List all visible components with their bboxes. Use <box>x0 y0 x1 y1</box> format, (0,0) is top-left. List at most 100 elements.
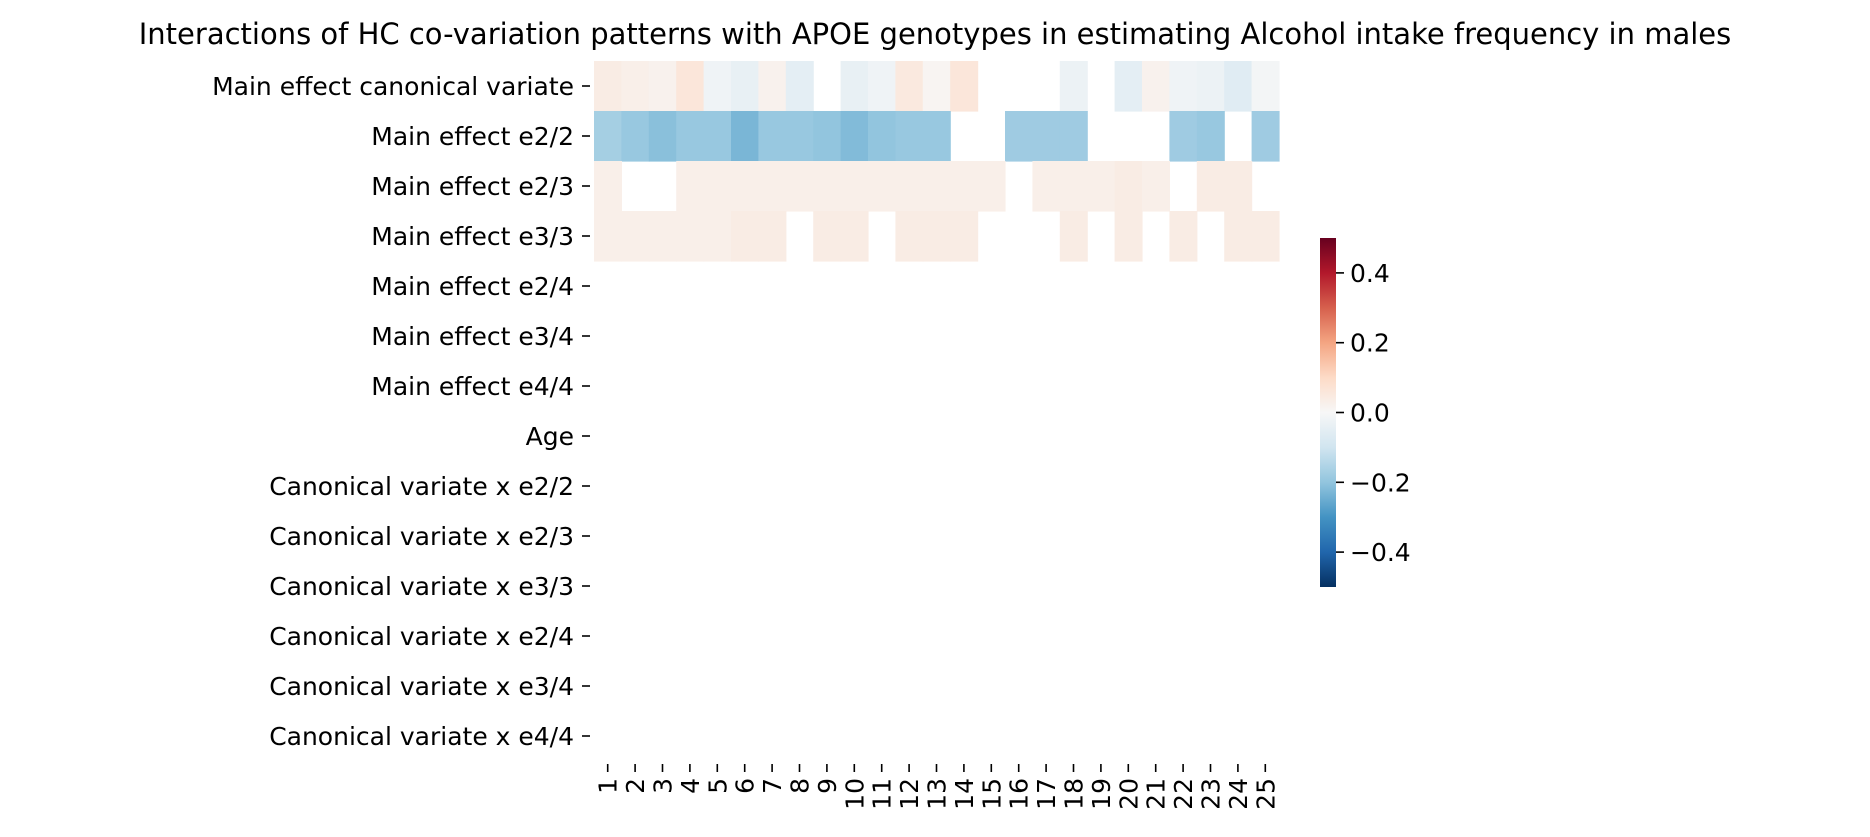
heatmap-cell <box>1251 111 1280 162</box>
heatmap-cell <box>594 111 622 162</box>
colorbar-tick-label: −0.2 <box>1350 468 1411 497</box>
column-label: 14 <box>950 778 979 810</box>
column-label: 10 <box>840 778 869 810</box>
heatmap-cell <box>895 161 924 212</box>
row-label: Canonical variate x e3/4 <box>269 672 574 701</box>
heatmap-cell <box>758 61 787 112</box>
heatmap-cell <box>1196 161 1225 212</box>
heatmap-cell <box>676 111 705 162</box>
heatmap-cell <box>840 161 869 212</box>
heatmap-cell <box>1142 61 1170 112</box>
column-label: 16 <box>1005 778 1034 810</box>
heatmap-cell <box>868 161 896 212</box>
row-label: Main effect e3/3 <box>371 222 574 251</box>
row-label: Main effect canonical variate <box>212 72 574 101</box>
heatmap-cell <box>731 211 759 262</box>
heatmap-cell <box>758 161 787 212</box>
heatmap-cell <box>731 61 759 112</box>
heatmap-cell <box>1059 211 1088 262</box>
colorbar-tick-label: 0.2 <box>1350 329 1390 358</box>
heatmap-cell <box>621 61 650 112</box>
column-label: 20 <box>1114 778 1143 810</box>
heatmap-cell <box>758 211 787 262</box>
heatmap-cell <box>1169 111 1198 162</box>
column-label: 21 <box>1142 778 1171 810</box>
heatmap-cell <box>868 61 896 112</box>
colorbar-gradient <box>1320 238 1336 587</box>
heatmap-cell <box>1005 111 1033 162</box>
column-label: 1 <box>594 778 623 794</box>
heatmap-cell <box>621 111 650 162</box>
heatmap-cell <box>813 111 842 162</box>
heatmap-cell <box>1059 111 1088 162</box>
heatmap-cell <box>621 211 650 262</box>
row-labels: Main effect canonical variate Main effect… <box>212 72 590 751</box>
heatmap-cell <box>731 161 759 212</box>
row-label: Main effect e4/4 <box>371 372 574 401</box>
heatmap-cell <box>594 61 622 112</box>
row-label: Canonical variate x e2/4 <box>269 622 574 651</box>
heatmap-cell <box>703 161 732 212</box>
heatmap-cell <box>1114 61 1143 112</box>
column-label: 17 <box>1032 778 1061 810</box>
colorbar <box>1320 238 1336 587</box>
heatmap-cell <box>950 61 979 112</box>
heatmap-cell <box>785 61 814 112</box>
heatmap-cell <box>840 211 869 262</box>
column-label: 18 <box>1060 778 1089 810</box>
heatmap-cell <box>1169 211 1198 262</box>
column-label: 13 <box>923 778 952 810</box>
heatmap-cell <box>648 61 677 112</box>
row-label: Age <box>526 422 574 451</box>
column-label: 5 <box>703 778 732 794</box>
column-label: 11 <box>868 778 897 810</box>
row-label: Main effect e2/3 <box>371 172 574 201</box>
heatmap-cell <box>950 211 979 262</box>
heatmap-cell <box>785 161 814 212</box>
heatmap-cell <box>1032 111 1061 162</box>
column-label: 6 <box>731 778 760 794</box>
column-label: 24 <box>1224 778 1253 810</box>
heatmap-cell <box>731 111 759 162</box>
heatmap-cell <box>1196 111 1225 162</box>
column-label: 9 <box>813 778 842 794</box>
heatmap-cell <box>1087 161 1116 212</box>
column-label: 22 <box>1169 778 1198 810</box>
heatmap-cell <box>813 211 842 262</box>
column-label: 25 <box>1251 778 1280 810</box>
heatmap-cell <box>648 111 677 162</box>
heatmap-cell <box>1224 211 1253 262</box>
heatmap-cell <box>1224 61 1253 112</box>
row-label: Canonical variate x e2/3 <box>269 522 574 551</box>
colorbar-tick-label: −0.4 <box>1350 538 1411 567</box>
row-label: Canonical variate x e2/2 <box>269 472 574 501</box>
colorbar-tick-label: 0.4 <box>1350 259 1390 288</box>
heatmap-cell <box>813 161 842 212</box>
column-label: 4 <box>676 778 705 794</box>
column-label: 19 <box>1087 778 1116 810</box>
heatmap-cell <box>703 61 732 112</box>
heatmap-cell <box>1114 211 1143 262</box>
heatmap-cell <box>1251 61 1280 112</box>
heatmap-cell <box>676 211 705 262</box>
heatmap-cell <box>950 161 979 212</box>
heatmap-cell <box>922 161 951 212</box>
heatmap-cell <box>758 111 787 162</box>
heatmap-cell <box>1196 61 1225 112</box>
heatmap-cell <box>922 211 951 262</box>
heatmap-cell <box>594 211 622 262</box>
colorbar-tick-label: 0.0 <box>1350 399 1390 428</box>
heatmap-cell <box>895 61 924 112</box>
heatmap-cell <box>1059 61 1088 112</box>
row-label: Main effect e3/4 <box>371 322 574 351</box>
heatmap-cell <box>895 211 924 262</box>
heatmap-cell <box>1114 161 1143 212</box>
heatmap-cell <box>676 61 705 112</box>
heatmap-cell <box>785 111 814 162</box>
heatmap-cell <box>868 111 896 162</box>
column-label: 3 <box>649 778 678 794</box>
heatmap-cell <box>840 111 869 162</box>
heatmap-cell <box>840 61 869 112</box>
row-label: Main effect e2/2 <box>371 122 574 151</box>
